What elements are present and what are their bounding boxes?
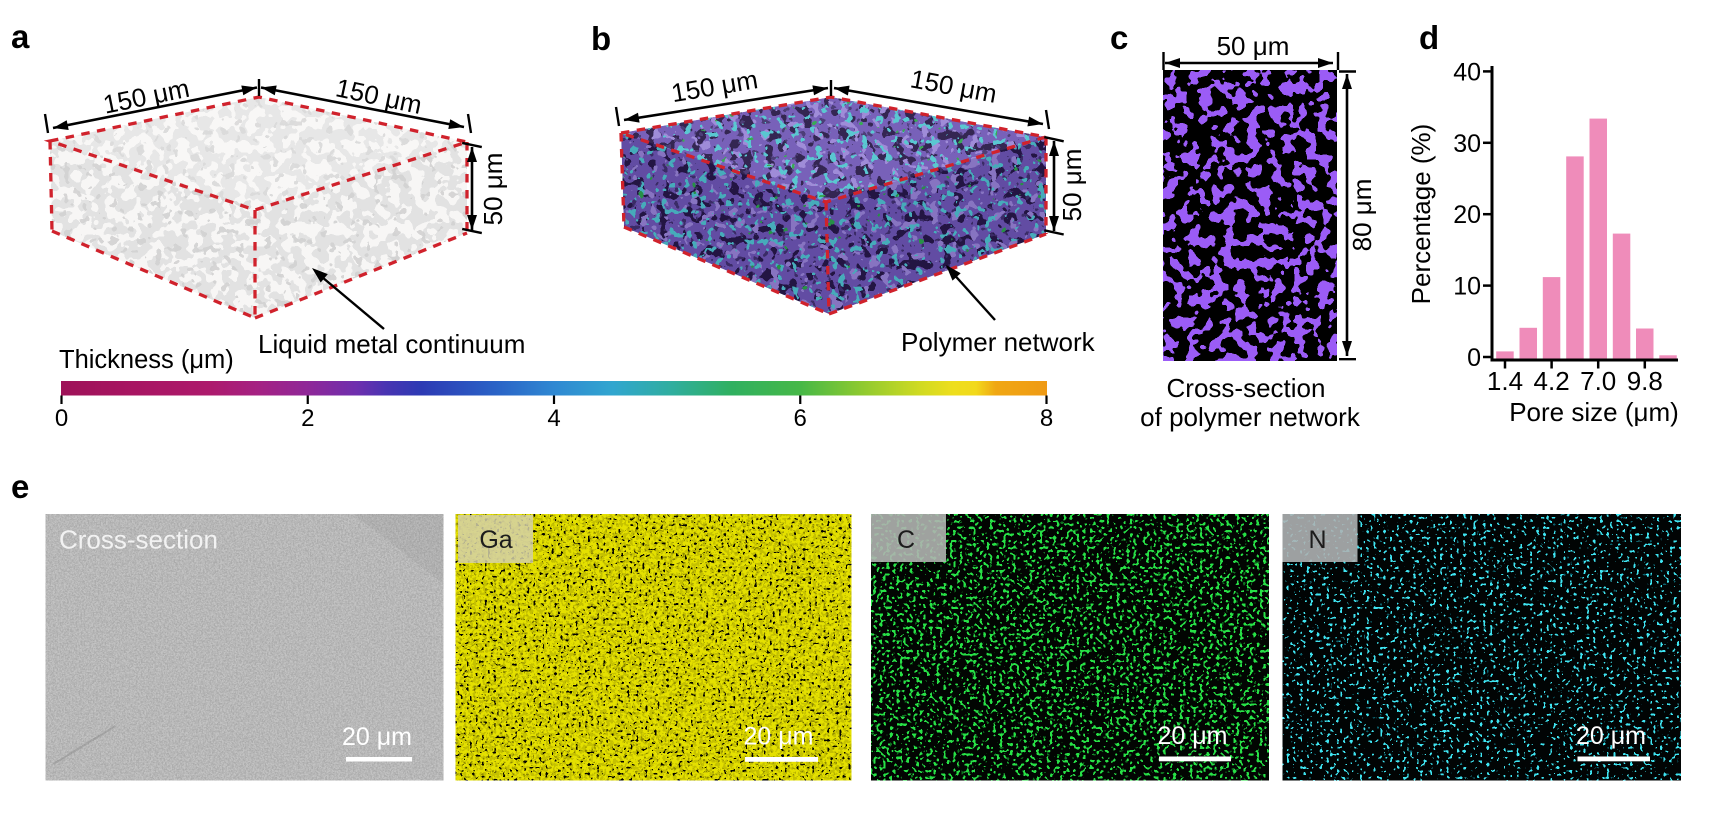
svg-text:20 μm: 20 μm (744, 723, 814, 751)
svg-text:6: 6 (794, 405, 807, 432)
svg-text:40: 40 (1453, 58, 1481, 86)
svg-text:0: 0 (55, 405, 68, 432)
svg-text:0: 0 (1467, 344, 1481, 372)
svg-text:d: d (1419, 19, 1439, 56)
svg-text:1.4: 1.4 (1487, 366, 1523, 396)
svg-text:Cross-section: Cross-section (59, 525, 218, 555)
svg-text:20 μm: 20 μm (1158, 722, 1228, 750)
svg-text:4.2: 4.2 (1534, 366, 1570, 396)
svg-text:4: 4 (547, 405, 560, 432)
svg-text:Cross-section: Cross-section (1167, 373, 1326, 403)
svg-text:20 μm: 20 μm (1576, 722, 1646, 750)
svg-text:20: 20 (1453, 201, 1481, 229)
svg-text:8: 8 (1040, 405, 1053, 432)
svg-text:b: b (591, 20, 611, 57)
svg-text:C: C (897, 526, 915, 554)
svg-text:c: c (1110, 19, 1128, 56)
svg-text:Polymer network: Polymer network (901, 327, 1096, 357)
svg-text:30: 30 (1453, 130, 1481, 158)
svg-text:2: 2 (301, 405, 314, 432)
svg-text:10: 10 (1453, 273, 1481, 301)
svg-text:Liquid metal continuum: Liquid metal continuum (258, 329, 525, 359)
svg-text:50 μm: 50 μm (1057, 149, 1087, 222)
svg-text:Pore size (μm): Pore size (μm) (1509, 397, 1679, 427)
svg-text:7.0: 7.0 (1580, 366, 1616, 396)
svg-text:e: e (11, 468, 29, 505)
svg-text:20 μm: 20 μm (342, 723, 412, 751)
svg-text:9.8: 9.8 (1627, 366, 1663, 396)
svg-text:80 μm: 80 μm (1347, 179, 1377, 252)
svg-text:of polymer network: of polymer network (1140, 402, 1361, 432)
svg-text:Ga: Ga (479, 526, 512, 554)
svg-text:Thickness (μm): Thickness (μm) (59, 346, 234, 374)
svg-text:N: N (1308, 526, 1326, 554)
svg-text:a: a (11, 18, 30, 55)
svg-text:Percentage (%): Percentage (%) (1406, 124, 1436, 305)
svg-text:50 μm: 50 μm (1217, 31, 1290, 61)
svg-text:50 μm: 50 μm (478, 153, 508, 226)
